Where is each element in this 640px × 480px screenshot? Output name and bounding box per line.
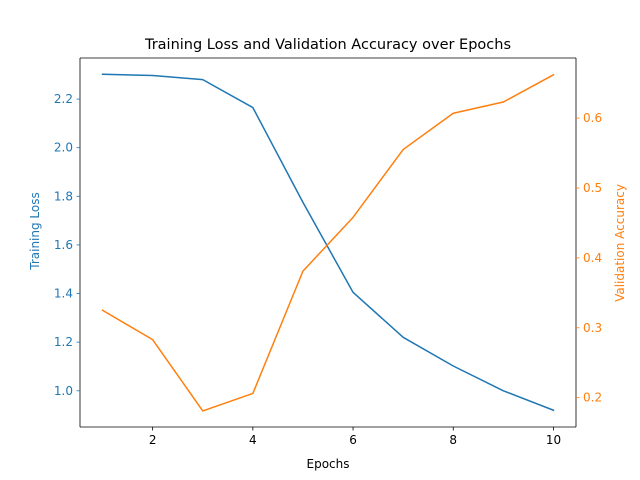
right-y-tick-label: 0.6	[583, 111, 602, 125]
left-y-tick-label: 2.2	[54, 92, 73, 106]
x-axis-title: Epochs	[307, 457, 350, 471]
left-y-tick-label: 1.2	[54, 335, 73, 349]
right-y-tick-label: 0.3	[583, 321, 602, 335]
left-y-axis-title: Training Loss	[28, 192, 42, 270]
x-tick-label: 8	[449, 433, 457, 447]
left-y-tick-label: 1.0	[54, 384, 73, 398]
x-tick-label: 2	[149, 433, 157, 447]
training-loss-line	[101, 73, 555, 412]
right-y-tick-label: 0.5	[583, 181, 602, 195]
left-y-tick-label: 2.0	[54, 141, 73, 155]
left-y-tick-label: 1.8	[54, 189, 73, 203]
right-y-tick-label: 0.4	[583, 251, 602, 265]
x-tick-label: 4	[249, 433, 257, 447]
chart-title: Training Loss and Validation Accuracy ov…	[144, 37, 511, 53]
right-y-axis-title: Validation Accuracy	[613, 184, 627, 302]
plot-area: 2 4 6 8 10 1.0 1.2 1.4 1.6 1.8 2.0 2.2 0.2 0.3 0.4 0.5 0…	[54, 57, 602, 447]
left-y-tick-label: 1.6	[54, 238, 73, 252]
left-y-tick-label: 1.4	[54, 287, 73, 301]
right-y-tick-label: 0.2	[583, 391, 602, 405]
validation-accuracy-line	[101, 73, 555, 412]
x-tick-label: 10	[546, 433, 561, 447]
x-tick-label: 6	[349, 433, 357, 447]
